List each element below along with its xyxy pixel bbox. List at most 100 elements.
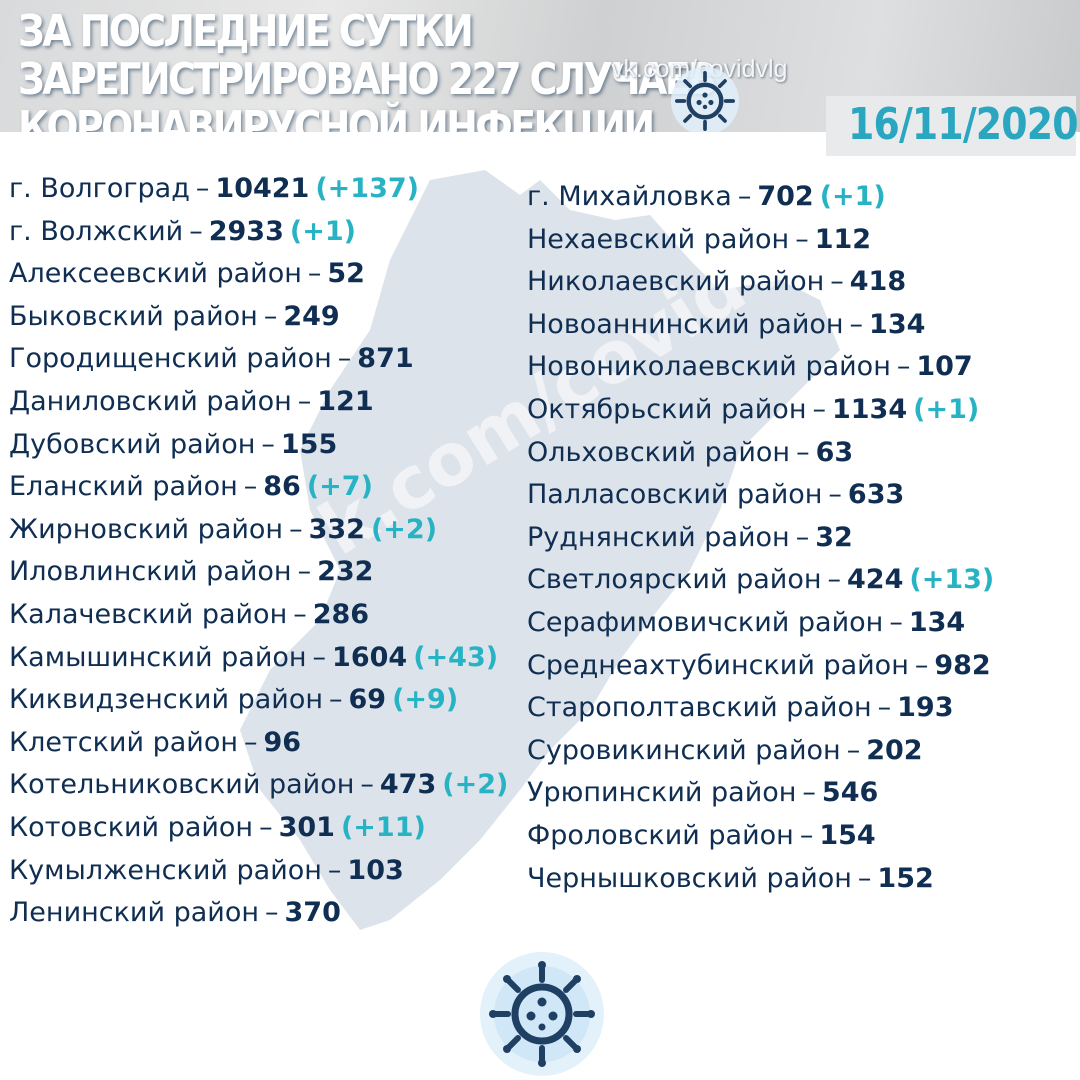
- district-name: Николаевский район: [527, 266, 825, 298]
- district-name: Нехаевский район: [527, 223, 790, 255]
- case-increase: (+137): [315, 173, 420, 204]
- dash: –: [312, 641, 327, 673]
- case-count: 370: [284, 897, 341, 929]
- district-name: Котовский район: [9, 811, 254, 843]
- case-count: 249: [283, 300, 340, 332]
- district-row: Руднянский район –32: [527, 517, 994, 560]
- district-row: Серафимовичский район –134: [527, 602, 994, 645]
- district-row: Новоаннинский район –134: [527, 304, 994, 347]
- dash: –: [263, 300, 278, 332]
- district-name: г. Волгоград: [9, 173, 190, 204]
- case-count: 193: [897, 692, 954, 724]
- case-increase: (+2): [370, 513, 438, 545]
- dash: –: [360, 769, 374, 801]
- district-name: Палласовский район: [527, 479, 823, 511]
- district-name: Суровикинский район: [527, 734, 841, 766]
- case-count: 96: [263, 726, 302, 758]
- case-count: 107: [916, 351, 973, 383]
- dash: –: [796, 436, 810, 468]
- district-name: Еланский район: [9, 471, 238, 503]
- case-count: 202: [866, 734, 923, 766]
- dash: –: [896, 351, 911, 383]
- dash: –: [244, 726, 258, 758]
- dash: –: [849, 308, 864, 340]
- case-increase: (+43): [413, 641, 499, 673]
- case-increase: (+1): [913, 393, 980, 425]
- district-name: Быковский район: [9, 300, 258, 332]
- dash: –: [297, 385, 312, 417]
- district-row: Новониколаевский район –107: [527, 346, 994, 389]
- district-name: Чернышковский район: [527, 862, 852, 894]
- virus-icon: [480, 952, 604, 1076]
- dash: –: [795, 223, 809, 255]
- right-district-list: г. Михайловка –702 (+1) Нехаевский район –1…: [527, 176, 994, 900]
- case-count: 232: [317, 556, 374, 588]
- region-map-silhouette: [240, 170, 840, 930]
- district-row: Светлоярский район –424 (+13): [527, 559, 994, 602]
- district-row: Ольховский район –63: [527, 432, 994, 475]
- case-count: 301: [278, 811, 335, 843]
- district-name: Жирновский район: [9, 513, 284, 545]
- district-name: Камышинский район: [9, 641, 307, 673]
- dash: –: [877, 692, 892, 724]
- dash: –: [195, 173, 210, 204]
- case-increase: (+13): [909, 564, 995, 596]
- case-increase: (+1): [289, 215, 356, 247]
- dash: –: [289, 513, 303, 545]
- dash: –: [329, 684, 343, 716]
- district-row: Среднеахтубинский район –982: [527, 645, 994, 688]
- district-name: Алексеевский район: [9, 258, 302, 290]
- district-row: Алексеевский район –52: [9, 253, 508, 296]
- case-count: 982: [934, 649, 991, 681]
- case-count: 2933: [208, 215, 284, 247]
- dash: –: [812, 393, 826, 425]
- case-count: 52: [327, 258, 365, 290]
- district-row: Котовский район –301 (+11): [9, 807, 508, 850]
- district-row: Иловлинский район –232: [9, 551, 508, 594]
- dash: –: [795, 521, 810, 553]
- district-row: Камышинский район –1604 (+43): [9, 637, 508, 680]
- district-row: Калачевский район –286: [9, 594, 508, 637]
- district-name: Среднеахтубинский район: [527, 649, 909, 681]
- district-row: Городищенский район –871: [9, 338, 508, 381]
- district-row: Николаевский район –418: [527, 261, 994, 304]
- case-count: 69: [348, 684, 387, 716]
- dash: –: [297, 556, 312, 588]
- district-row: Нехаевский район –112: [527, 219, 994, 262]
- dash: –: [799, 819, 814, 851]
- district-row: Быковский район –249: [9, 296, 508, 339]
- dash: –: [261, 428, 275, 460]
- dash: –: [827, 564, 842, 596]
- case-count: 103: [347, 854, 404, 886]
- district-name: Ольховский район: [527, 436, 791, 468]
- date-badge: 16/11/2020: [826, 96, 1079, 156]
- dash: –: [243, 471, 258, 503]
- district-name: Старополтавский район: [527, 692, 872, 724]
- district-row: г. Михайловка –702 (+1): [527, 176, 994, 219]
- dash: –: [802, 777, 816, 809]
- district-row: Жирновский район –332 (+2): [9, 509, 508, 552]
- case-count: 10421: [215, 173, 310, 204]
- district-row: Урюпинский район –546: [527, 772, 994, 815]
- case-count: 112: [814, 223, 872, 255]
- page-title: ЗА ПОСЛЕДНИЕ СУТКИ ЗАРЕГИСТРИРОВАНО 227 …: [18, 6, 717, 133]
- case-increase: (+11): [340, 811, 426, 843]
- case-count: 546: [821, 777, 879, 809]
- dash: –: [828, 479, 842, 511]
- district-row: Дубовский район –155: [9, 424, 508, 467]
- district-name: Октябрьский район: [527, 393, 807, 425]
- district-row: г. Волгоград –10421 (+137): [9, 168, 508, 211]
- district-name: Городищенский район: [9, 343, 332, 375]
- dash: –: [293, 598, 307, 630]
- dash: –: [337, 343, 352, 375]
- case-count: 134: [908, 606, 966, 638]
- district-name: Дубовский район: [9, 428, 256, 460]
- virus-icon: [670, 66, 740, 132]
- case-count: 1134: [831, 393, 908, 425]
- dash: –: [889, 606, 903, 638]
- district-name: Новониколаевский район: [527, 351, 891, 383]
- district-name: Светлоярский район: [527, 564, 822, 596]
- report-date: 16/11/2020: [848, 99, 1079, 150]
- case-count: 155: [280, 428, 338, 460]
- district-name: Калачевский район: [9, 598, 288, 630]
